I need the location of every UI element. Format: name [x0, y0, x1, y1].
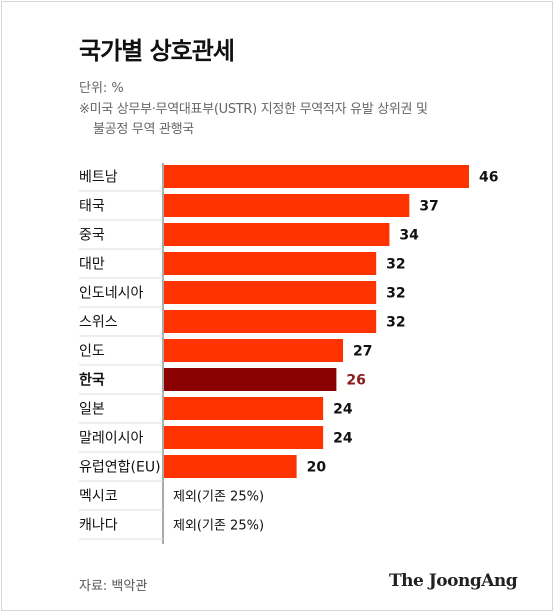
bar: [164, 310, 377, 333]
bar: [164, 223, 390, 246]
unit-label: 단위: %: [79, 81, 124, 96]
category-label: 태국: [79, 199, 105, 215]
chart-note: ※미국 상무부·무역대표부(USTR) 지정한 무역적자 유발 상위권 및 불공…: [79, 100, 519, 140]
category-label: 멕시코: [79, 489, 118, 505]
category-label: 스위스: [79, 315, 118, 331]
highlight-bar: [164, 368, 337, 391]
note-line-1: ※미국 상무부·무역대표부(USTR) 지정한 무역적자 유발 상위권 및: [79, 102, 428, 117]
value-label: 27: [353, 344, 372, 360]
bar: [164, 281, 377, 304]
value-label: 20: [307, 460, 327, 476]
value-label: 32: [386, 286, 405, 302]
category-label: 인도: [79, 344, 105, 360]
value-label: 32: [386, 315, 405, 331]
value-label: 37: [419, 199, 438, 215]
value-label: 24: [333, 431, 353, 447]
bar: [164, 455, 297, 478]
value-label: 26: [346, 373, 365, 389]
category-label: 일본: [79, 402, 105, 418]
bar: [164, 165, 469, 188]
bar: [164, 426, 324, 449]
category-label: 중국: [79, 228, 105, 244]
value-label: 24: [333, 402, 353, 418]
category-label: 베트남: [79, 170, 118, 186]
chart-title: 국가별 상호관세: [79, 37, 235, 65]
bar: [164, 339, 344, 362]
category-label: 한국: [79, 373, 105, 389]
bar: [164, 194, 410, 217]
category-label: 유럽연합(EU): [79, 460, 161, 476]
value-label: 46: [479, 170, 498, 186]
category-label: 대만: [79, 257, 105, 273]
note-line-2: 불공정 무역 관행국: [93, 122, 194, 137]
category-label: 캐나다: [79, 518, 118, 534]
value-label: 32: [386, 257, 405, 273]
value-label: 34: [399, 228, 419, 244]
publisher-logo: The JoongAng: [389, 571, 518, 591]
excluded-label: 제외(기존 25%): [173, 490, 264, 505]
source-label: 자료: 백악관: [79, 579, 148, 594]
category-label: 인도네시아: [79, 286, 144, 302]
bar: [164, 252, 377, 275]
excluded-label: 제외(기존 25%): [173, 519, 264, 534]
category-label: 말레이시아: [79, 431, 144, 447]
bar: [164, 397, 324, 420]
